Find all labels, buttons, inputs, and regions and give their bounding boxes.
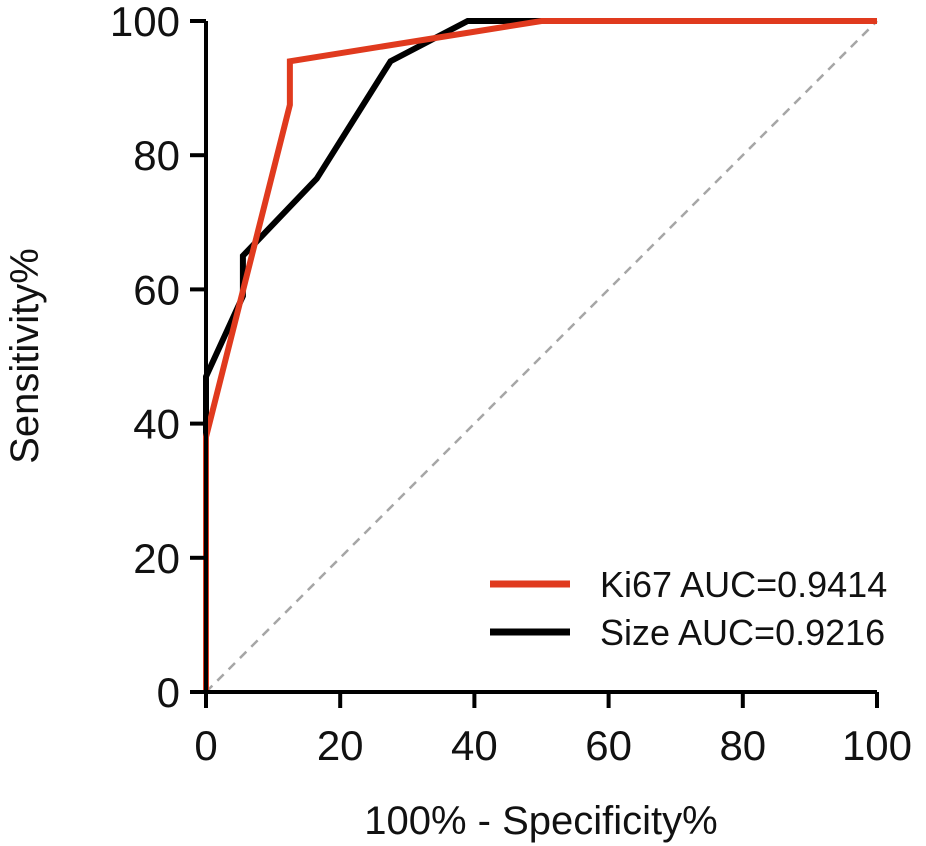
x-tick-label: 100 <box>842 722 912 769</box>
x-tick-label: 60 <box>585 722 632 769</box>
x-tick-label: 80 <box>719 722 766 769</box>
axes-layer <box>204 21 877 694</box>
x-tick-label: 20 <box>317 722 364 769</box>
y-tick-label: 100 <box>110 0 180 45</box>
x-ticks: 0 20 40 60 80 100 <box>194 692 912 769</box>
y-tick-label: 40 <box>133 401 180 448</box>
x-tick-label: 40 <box>451 722 498 769</box>
reference-diagonal-line <box>205 20 878 693</box>
legend: Ki67 AUC=0.9414 Size AUC=0.9216 <box>490 564 887 653</box>
reference-line-layer <box>205 20 878 693</box>
y-tick-label: 60 <box>133 266 180 313</box>
y-tick-label: 0 <box>157 669 180 716</box>
y-tick-label: 80 <box>133 132 180 179</box>
series-line-size <box>203 18 877 692</box>
legend-label-size: Size AUC=0.9216 <box>600 612 885 653</box>
x-axis-title: 100% - Specificity% <box>364 799 717 843</box>
legend-label-ki67: Ki67 AUC=0.9414 <box>600 564 887 605</box>
y-axis-title: Sensitivity% <box>3 248 47 464</box>
y-tick-label: 20 <box>133 535 180 582</box>
x-tick-label: 0 <box>194 722 217 769</box>
y-ticks: 0 20 40 60 80 100 <box>110 0 206 716</box>
